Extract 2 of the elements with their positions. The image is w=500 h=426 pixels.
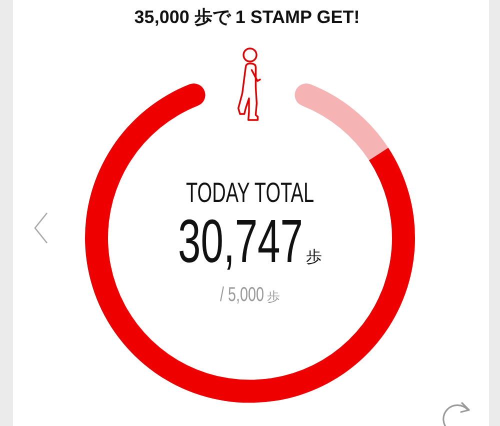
- text: TODAY TOTAL: [186, 177, 314, 208]
- chart-title: 35,000 歩で 1 STAMP GET!: [133, 7, 361, 27]
